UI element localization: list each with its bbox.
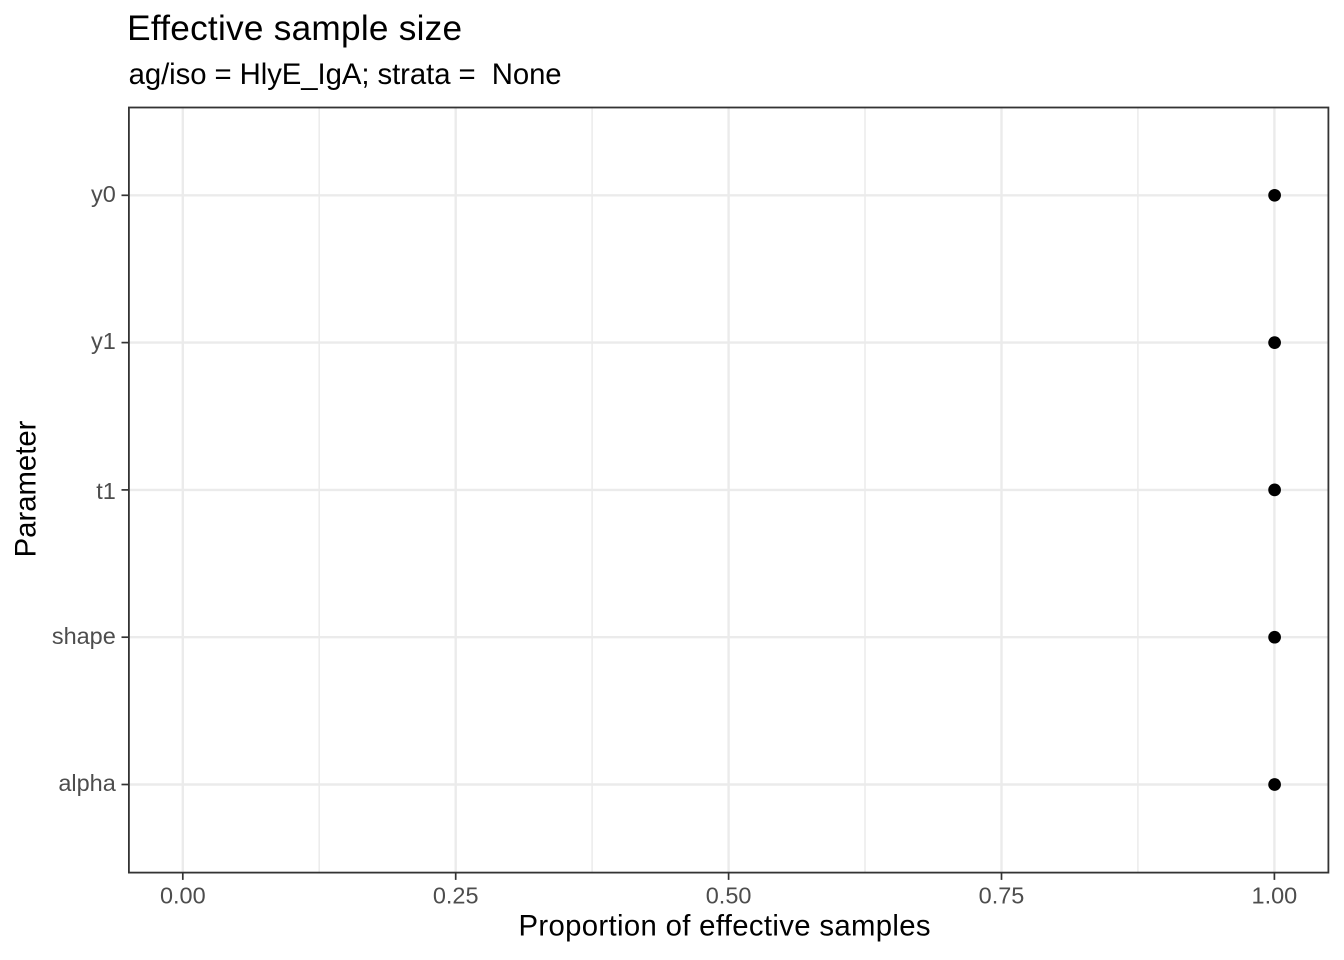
svg-text:y0: y0	[91, 181, 116, 207]
svg-text:Parameter: Parameter	[10, 420, 43, 557]
svg-text:0.75: 0.75	[979, 883, 1025, 909]
svg-text:ag/iso = HlyE_IgA; strata = N: ag/iso = HlyE_IgA; strata = None	[129, 58, 562, 91]
svg-text:shape: shape	[52, 623, 116, 649]
svg-text:0.25: 0.25	[433, 883, 479, 909]
svg-text:Effective sample size: Effective sample size	[127, 9, 462, 48]
svg-text:alpha: alpha	[58, 770, 116, 796]
svg-text:t1: t1	[96, 478, 116, 504]
svg-text:Proportion of effective sample: Proportion of effective samples	[519, 909, 931, 942]
svg-text:y1: y1	[91, 328, 116, 354]
svg-text:1.00: 1.00	[1252, 883, 1298, 909]
svg-text:0.50: 0.50	[706, 883, 752, 909]
svg-text:0.00: 0.00	[160, 883, 206, 909]
